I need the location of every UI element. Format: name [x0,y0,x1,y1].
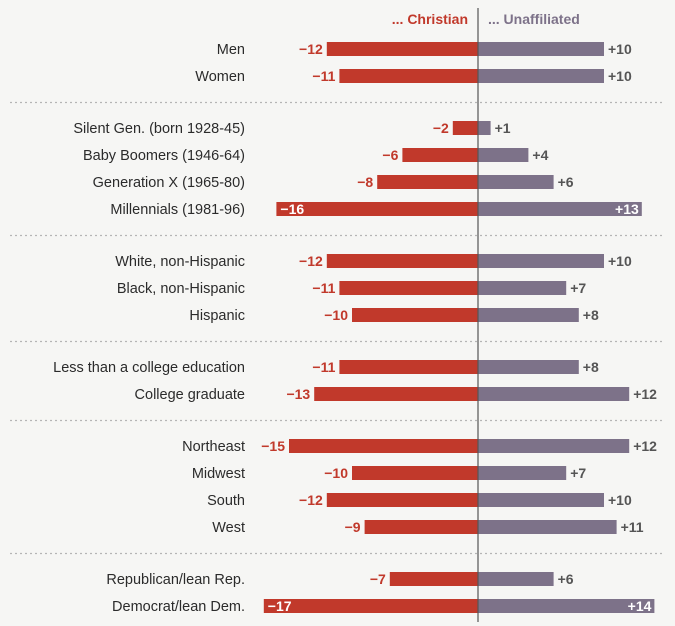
category-label: Millennials (1981-96) [110,202,245,218]
bar-christian [389,572,478,586]
bar-unaffiliated [478,439,630,453]
bar-unaffiliated [478,360,579,374]
bar-unaffiliated [478,202,642,216]
bar-unaffiliated [478,520,617,534]
data-label-christian: −7 [370,571,386,587]
data-label-christian: −11 [312,68,335,84]
category-label: Democrat/lean Dem. [112,599,245,615]
data-label-unaffiliated: +13 [615,201,639,217]
bar-christian [352,308,478,322]
data-label-unaffiliated: +12 [633,386,657,402]
data-label-unaffiliated: +12 [633,438,657,454]
category-label: Baby Boomers (1946-64) [83,148,245,164]
bar-unaffiliated [478,175,554,189]
bar-christian [364,520,478,534]
data-label-unaffiliated: +11 [621,519,644,535]
data-label-christian: −11 [312,359,335,375]
data-label-christian: −12 [299,253,323,269]
bar-unaffiliated [478,387,630,401]
bar-christian [326,254,478,268]
category-label: Less than a college education [53,360,245,376]
category-label: Silent Gen. (born 1928-45) [73,121,245,137]
bar-christian [339,281,478,295]
data-label-christian: −13 [286,386,310,402]
category-label: Hispanic [189,308,245,324]
category-label: West [212,520,245,536]
category-label: South [207,493,245,509]
bar-christian [452,121,478,135]
data-label-christian: −8 [357,174,373,190]
category-label: Women [195,69,245,85]
category-label: Men [217,42,245,58]
bar-unaffiliated [478,493,604,507]
data-label-christian: −11 [312,280,335,296]
category-label: Midwest [192,466,245,482]
data-label-christian: −2 [433,120,449,136]
data-label-christian: −10 [324,465,348,481]
bar-unaffiliated [478,308,579,322]
data-label-christian: −12 [299,41,323,57]
data-label-unaffiliated: +10 [608,68,632,84]
bar-christian [276,202,478,216]
data-label-unaffiliated: +8 [583,307,599,323]
bar-unaffiliated [478,466,567,480]
bar-unaffiliated [478,254,604,268]
data-label-christian: −6 [382,147,398,163]
data-label-christian: −15 [261,438,285,454]
data-label-christian: −9 [345,519,361,535]
data-label-unaffiliated: +6 [558,174,574,190]
category-label: Generation X (1965-80) [93,175,245,191]
bar-unaffiliated [478,281,567,295]
bar-christian [263,599,478,613]
data-label-unaffiliated: +10 [608,41,632,57]
bar-unaffiliated [478,42,604,56]
category-label: White, non-Hispanic [115,254,245,270]
bar-unaffiliated [478,121,491,135]
data-label-christian: −10 [324,307,348,323]
bar-unaffiliated [478,572,554,586]
category-label: College graduate [135,387,245,403]
bar-unaffiliated [478,148,529,162]
bar-christian [377,175,478,189]
bar-christian [314,387,478,401]
category-label: Northeast [182,439,245,455]
bar-christian [289,439,478,453]
data-label-unaffiliated: +8 [583,359,599,375]
bar-christian [326,493,478,507]
bar-christian [339,360,478,374]
data-label-christian: −12 [299,492,323,508]
data-label-unaffiliated: +1 [495,120,511,136]
data-label-unaffiliated: +6 [558,571,574,587]
category-label: Black, non-Hispanic [117,281,245,297]
data-label-unaffiliated: +4 [532,147,548,163]
bar-unaffiliated [478,69,604,83]
data-label-unaffiliated: +7 [570,280,586,296]
category-label: Republican/lean Rep. [106,572,245,588]
data-label-unaffiliated: +14 [628,598,652,614]
legend-christian: ... Christian [392,11,468,27]
data-label-unaffiliated: +10 [608,492,632,508]
bar-unaffiliated [478,599,655,613]
bar-christian [402,148,478,162]
data-label-unaffiliated: +7 [570,465,586,481]
data-label-christian: −16 [280,201,304,217]
legend-unaffiliated: ... Unaffiliated [488,11,580,27]
bar-christian [352,466,478,480]
bar-christian [326,42,478,56]
bar-christian [339,69,478,83]
data-label-christian: −17 [268,598,292,614]
data-label-unaffiliated: +10 [608,253,632,269]
